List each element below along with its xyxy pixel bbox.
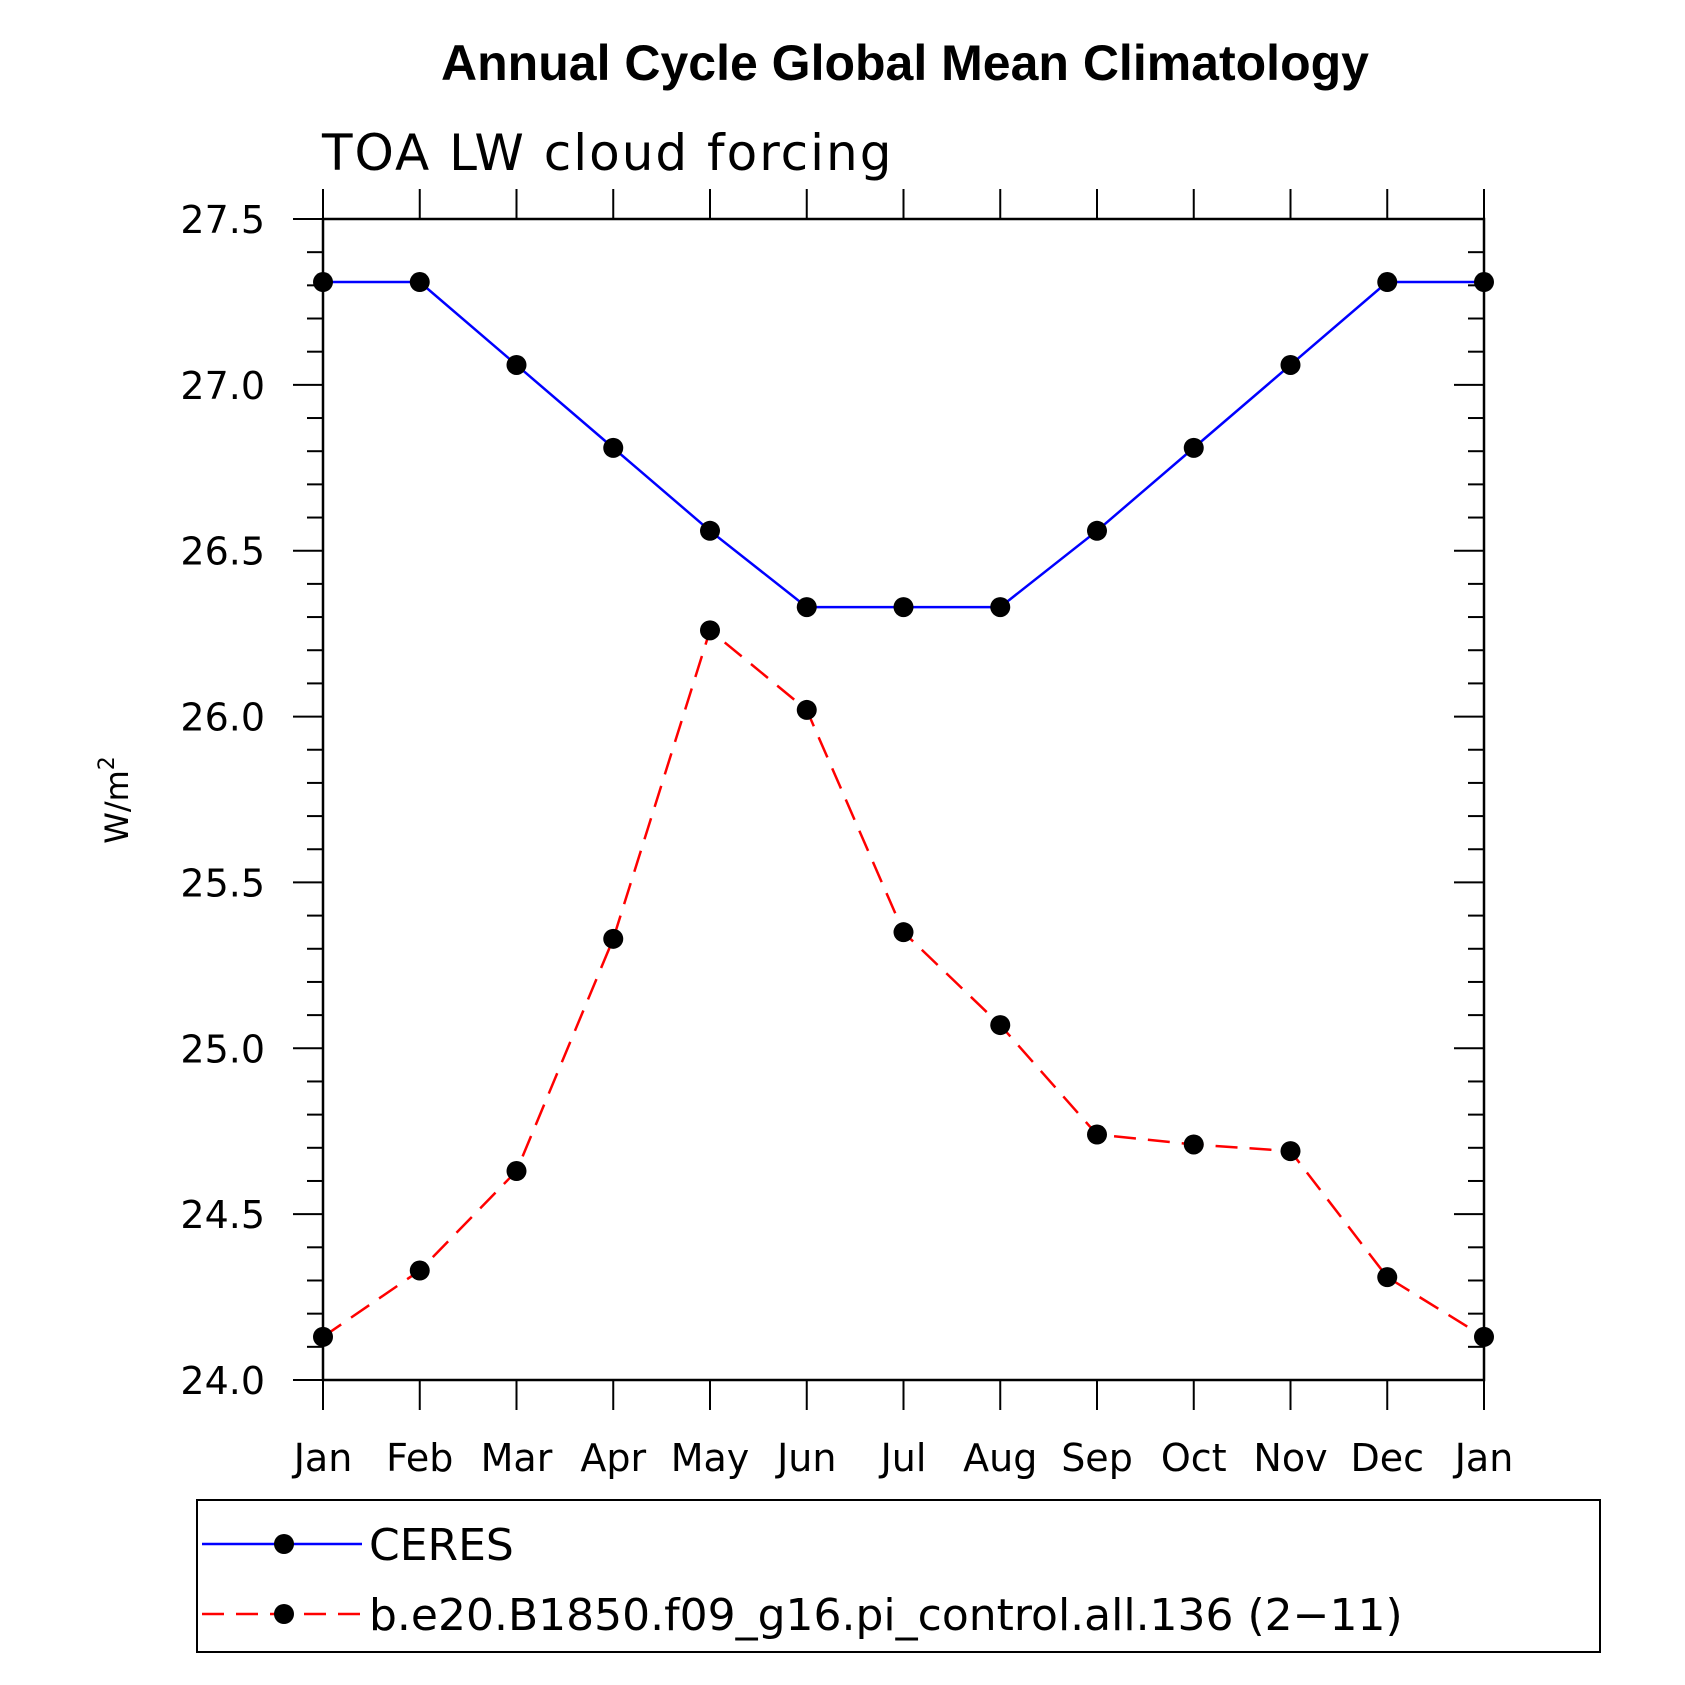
data-point-ceres: [1087, 520, 1107, 541]
y-axis-label-text: W/m: [98, 770, 136, 844]
series-line-model: [322, 628, 1485, 1338]
legend-marker-model: [274, 1604, 294, 1624]
x-tick-label: Sep: [1061, 1436, 1133, 1480]
chart-subtitle: TOA LW cloud forcing: [321, 124, 893, 182]
data-point-model: [1183, 1134, 1204, 1155]
y-axis-label: W/m2: [95, 756, 136, 844]
y-tick-label: 24.5: [180, 1193, 265, 1237]
data-point-model: [1280, 1141, 1301, 1162]
data-point-model: [796, 699, 817, 720]
data-point-model: [893, 922, 914, 943]
y-tick-label: 24.0: [180, 1359, 265, 1403]
x-tick-label: Feb: [386, 1436, 453, 1480]
data-point-ceres: [893, 597, 914, 618]
x-tick-label: May: [671, 1436, 750, 1480]
x-tick-label: Jul: [879, 1436, 927, 1480]
y-tick-label: 25.5: [180, 861, 265, 905]
y-tick-label: 25.0: [180, 1027, 265, 1071]
y-tick-label: 26.0: [180, 696, 265, 740]
x-tick-label: Oct: [1161, 1436, 1227, 1480]
data-point-model: [700, 620, 720, 641]
y-tick-label: 26.5: [180, 530, 265, 574]
data-point-ceres: [1183, 437, 1204, 458]
data-point-ceres: [796, 597, 817, 618]
data-point-ceres: [409, 272, 430, 293]
x-tick-label: Jan: [1453, 1436, 1514, 1480]
data-point-ceres: [603, 437, 624, 458]
series-line-ceres: [323, 280, 1484, 609]
data-point-model: [603, 928, 624, 949]
plot-area: 24.0 24.5 25.0 25.5 26.0 26.5 27.0 27.5 Jan Feb Ma…: [95, 189, 1513, 1480]
data-point-ceres: [1474, 272, 1494, 293]
data-point-ceres: [700, 520, 720, 541]
x-tick-label: Jan: [292, 1436, 353, 1480]
y-tick-label: 27.0: [180, 364, 265, 408]
plot-frame: [321, 217, 1486, 1382]
data-point-ceres: [990, 597, 1011, 618]
data-point-model: [506, 1161, 527, 1182]
legend-label-ceres: CERES: [369, 1520, 514, 1571]
chart-title: Annual Cycle Global Mean Climatology: [441, 35, 1369, 91]
data-point-model: [1474, 1326, 1494, 1347]
data-point-ceres: [313, 272, 333, 293]
x-tick-label: Mar: [481, 1436, 553, 1480]
data-point-model: [990, 1015, 1011, 1036]
legend-box: [196, 1499, 1601, 1653]
y-axis-label-superscript: 2: [95, 756, 120, 770]
x-tick-label: Dec: [1350, 1436, 1424, 1480]
data-point-model: [313, 1326, 333, 1347]
legend-label-model: b.e20.B1850.f09_g16.pi_control.all.136 (…: [369, 1590, 1403, 1641]
x-tick-label: Nov: [1253, 1436, 1327, 1480]
data-point-ceres: [506, 354, 527, 375]
x-tick-label: Apr: [580, 1436, 646, 1480]
x-tick-label: Jun: [775, 1436, 836, 1480]
data-point-ceres: [1280, 354, 1301, 375]
data-point-model: [1377, 1267, 1398, 1288]
x-tick-label: Aug: [963, 1436, 1037, 1480]
legend: CERES b.e20.B1850.f09_g16.pi_control.all.…: [196, 1499, 1601, 1653]
data-point-model: [409, 1260, 430, 1281]
data-point-ceres: [1377, 272, 1398, 293]
legend-marker-ceres: [274, 1534, 294, 1554]
data-point-model: [1087, 1124, 1107, 1145]
y-tick-label: 27.5: [180, 198, 265, 242]
